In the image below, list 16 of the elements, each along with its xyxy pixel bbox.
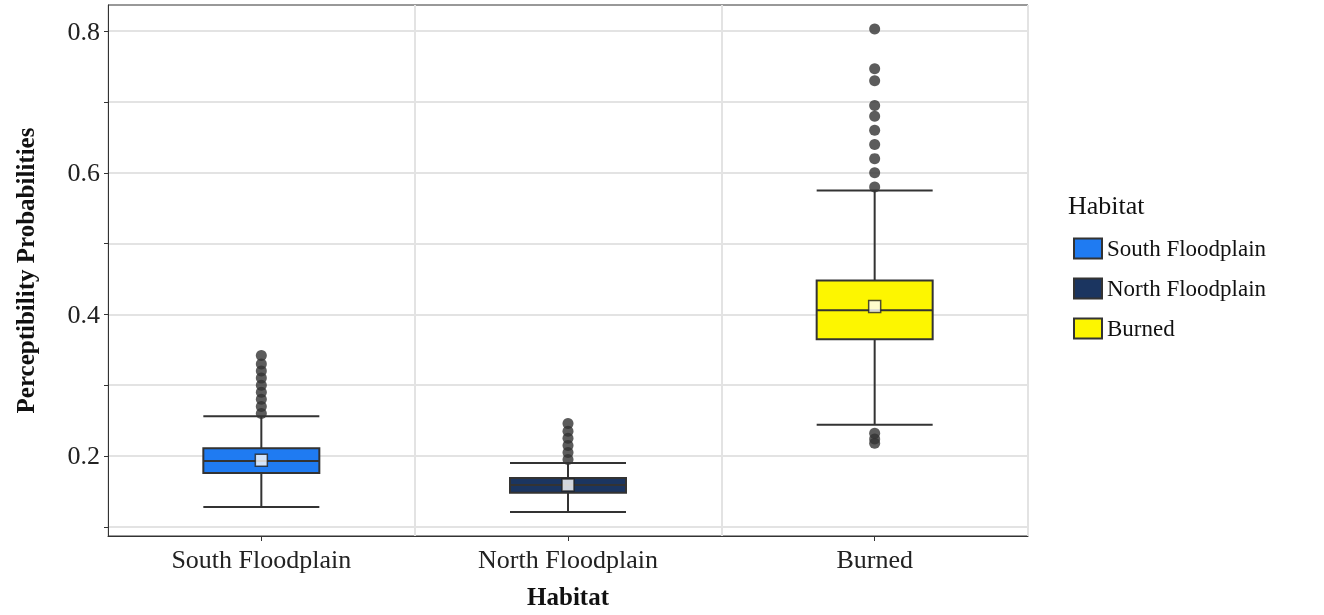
y-axis-title: Perceptibility Probabilities — [12, 127, 39, 414]
legend-label: North Floodplain — [1107, 276, 1267, 301]
x-tick-label: North Floodplain — [478, 544, 658, 574]
y-tick-label: 0.2 — [67, 441, 100, 471]
point — [254, 453, 269, 467]
legend-title: Habitat — [1068, 190, 1146, 220]
legend-label: Burned — [1107, 316, 1176, 341]
y-tick-label: 0.6 — [67, 158, 100, 188]
y-tick-label: 0.4 — [67, 299, 100, 329]
y-tick-label: 0.8 — [67, 16, 100, 46]
point — [561, 478, 575, 492]
x-tick-label: Burned — [836, 544, 913, 574]
x-tick-label: South Floodplain — [171, 544, 352, 574]
point — [867, 299, 882, 314]
x-axis-title: Habitat — [527, 583, 610, 610]
legend-label: South Floodplain — [1107, 236, 1267, 261]
